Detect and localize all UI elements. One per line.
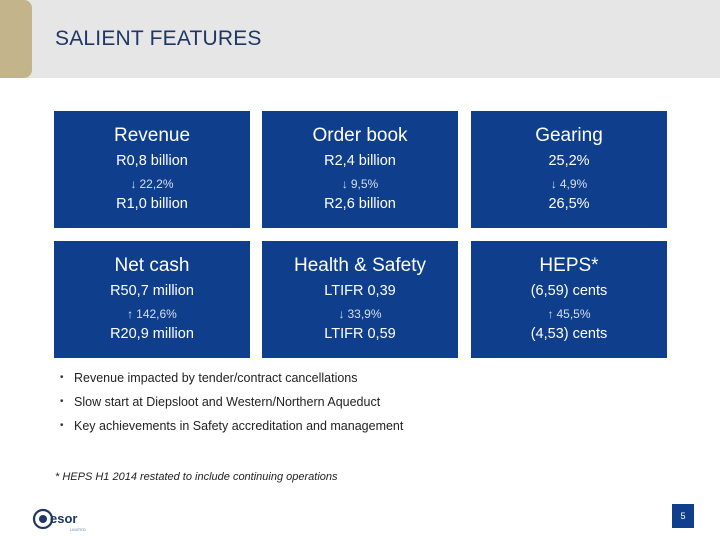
tile-prior-value: R2,6 billion — [324, 196, 396, 212]
tile-change-value: 4,9% — [559, 177, 588, 191]
tile-value: R2,4 billion — [324, 153, 396, 169]
logo-dot-icon — [39, 515, 47, 523]
tile-change: ↓ 33,9% — [262, 307, 458, 321]
esor-logo: esor LIMITED — [32, 508, 86, 532]
tile-title: Gearing — [535, 125, 603, 146]
tile-title: Order book — [312, 125, 408, 146]
tile-value: R0,8 billion — [116, 153, 188, 169]
page-number-badge: 5 — [672, 504, 694, 528]
tile-prior-value: R20,9 million — [110, 326, 194, 342]
tile-prior-value: 26,5% — [548, 196, 590, 212]
tile-gearing: Gearing 25,2% ↓ 4,9% 26,5% — [471, 111, 667, 228]
footnote: * HEPS H1 2014 restated to include conti… — [55, 471, 338, 483]
tile-title: Net cash — [114, 255, 190, 276]
arrow-up-icon: ↑ — [127, 307, 134, 321]
tile-change-value: 142,6% — [136, 307, 177, 321]
arrow-down-icon: ↓ — [130, 177, 137, 191]
page-title: SALIENT FEATURES — [55, 27, 262, 50]
arrow-down-icon: ↓ — [341, 177, 348, 191]
bullet-item: Slow start at Diepsloot and Western/Nort… — [60, 392, 403, 416]
tile-change: ↓ 4,9% — [471, 177, 667, 191]
bullet-list: Revenue impacted by tender/contract canc… — [60, 368, 403, 440]
bullet-item: Revenue impacted by tender/contract canc… — [60, 368, 403, 392]
tile-title: HEPS* — [539, 255, 599, 276]
tile-revenue: Revenue R0,8 billion ↓ 22,2% R1,0 billion — [54, 111, 250, 228]
header-panel — [32, 0, 720, 78]
tile-change: ↑ 142,6% — [54, 307, 250, 321]
tile-value: 25,2% — [548, 153, 590, 169]
tile-value: (6,59) cents — [530, 283, 608, 299]
arrow-down-icon: ↓ — [338, 307, 345, 321]
tile-change-value: 22,2% — [139, 177, 174, 191]
logo-tagline: LIMITED — [70, 527, 86, 532]
tile-health-safety: Health & Safety LTIFR 0,39 ↓ 33,9% LTIFR … — [262, 241, 458, 358]
arrow-down-icon: ↓ — [550, 177, 557, 191]
tile-change-value: 33,9% — [347, 307, 382, 321]
tile-change: ↓ 22,2% — [54, 177, 250, 191]
tile-change-value: 45,5% — [556, 307, 591, 321]
header-accent — [0, 0, 32, 78]
tile-change-value: 9,5% — [350, 177, 379, 191]
tile-prior-value: LTIFR 0,59 — [324, 326, 396, 342]
arrow-up-icon: ↑ — [547, 307, 554, 321]
tile-net-cash: Net cash R50,7 million ↑ 142,6% R20,9 mil… — [54, 241, 250, 358]
tile-change: ↑ 45,5% — [471, 307, 667, 321]
tile-prior-value: R1,0 billion — [116, 196, 188, 212]
logo-text: esor — [50, 511, 77, 526]
tile-order-book: Order book R2,4 billion ↓ 9,5% R2,6 billi… — [262, 111, 458, 228]
tile-title: Health & Safety — [293, 255, 427, 276]
tile-change: ↓ 9,5% — [262, 177, 458, 191]
tile-value: R50,7 million — [110, 283, 194, 299]
tile-title: Revenue — [113, 125, 191, 146]
tile-prior-value: (4,53) cents — [530, 326, 608, 342]
tile-value: LTIFR 0,39 — [324, 283, 396, 299]
logo-ring-icon — [32, 508, 54, 530]
bullet-item: Key achievements in Safety accreditation… — [60, 416, 403, 440]
tile-heps: HEPS* (6,59) cents ↑ 45,5% (4,53) cents — [471, 241, 667, 358]
